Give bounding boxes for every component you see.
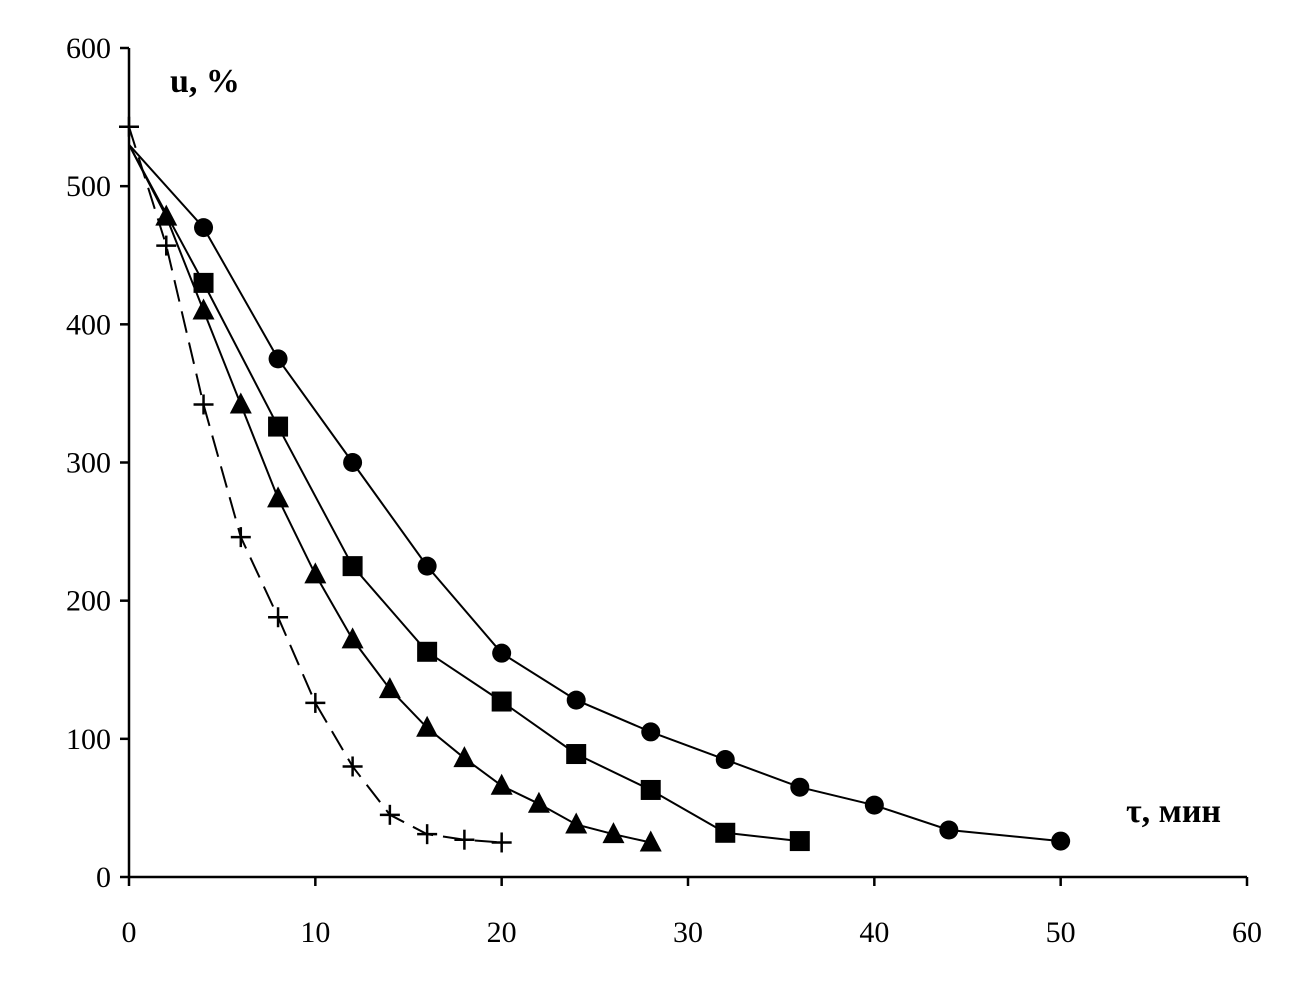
y-tick-label: 300 (66, 447, 111, 480)
x-tick-label: 0 (122, 916, 137, 949)
series-plus (119, 116, 512, 853)
series-line-circle (128, 144, 1061, 843)
data-point-plus (342, 756, 363, 777)
data-point-plus (119, 116, 139, 137)
x-tick-label: 30 (673, 916, 703, 949)
data-point-circle (492, 643, 512, 663)
series-line-plus (128, 126, 502, 844)
series-circle (128, 144, 1071, 851)
data-point-triangle (155, 204, 178, 226)
x-tick-label: 60 (1232, 916, 1262, 949)
data-point-plus (230, 527, 251, 548)
data-point-square (268, 416, 289, 437)
data-point-plus (305, 692, 326, 713)
data-point-square (640, 779, 661, 800)
data-point-plus (417, 824, 438, 845)
x-axis-title: τ, мин (1126, 793, 1221, 830)
data-point-triangle (565, 812, 588, 834)
data-point-triangle (453, 746, 476, 768)
y-tick-label: 400 (66, 308, 111, 341)
data-point-square (342, 556, 363, 577)
data-point-circle (790, 777, 810, 797)
data-point-square (417, 641, 438, 662)
data-point-circle (715, 750, 735, 770)
data-point-triangle (267, 486, 290, 508)
data-point-triangle (304, 562, 327, 584)
data-point-triangle (378, 677, 401, 699)
x-tick-label: 10 (300, 916, 330, 949)
series-square (128, 144, 810, 852)
data-point-square (193, 272, 214, 293)
data-point-plus (193, 394, 214, 415)
data-point-triangle (229, 392, 252, 414)
data-point-square (715, 822, 736, 843)
data-point-plus (491, 832, 512, 853)
data-point-triangle (602, 822, 625, 844)
data-point-plus (268, 607, 289, 628)
x-tick-label: 20 (487, 916, 517, 949)
data-point-triangle (192, 298, 215, 320)
data-point-plus (454, 829, 475, 850)
series-layer (119, 116, 1071, 853)
series-line-square (128, 144, 800, 843)
x-tick-label: 50 (1046, 916, 1076, 949)
axis-titles: u, % τ, мин (170, 63, 1221, 830)
series-line-triangle (128, 144, 651, 844)
data-point-triangle (341, 627, 364, 649)
y-tick-label: 600 (66, 32, 111, 65)
data-point-circle (194, 218, 214, 238)
series-triangle (128, 144, 662, 852)
data-point-circle (864, 795, 884, 815)
y-tick-label: 200 (66, 585, 111, 618)
data-point-square (566, 744, 587, 765)
data-point-triangle (416, 715, 439, 737)
data-point-square (789, 831, 810, 852)
data-point-plus (156, 235, 177, 256)
data-point-plus (379, 804, 400, 825)
data-point-circle (343, 453, 363, 472)
data-point-circle (1051, 831, 1071, 851)
data-point-square (491, 691, 512, 712)
data-point-circle (268, 349, 288, 369)
y-axis-title: u, % (170, 63, 240, 100)
data-point-triangle (639, 830, 662, 852)
data-point-circle (641, 722, 661, 742)
data-point-triangle (490, 773, 513, 795)
y-tick-label: 100 (66, 723, 111, 756)
y-tick-label: 500 (66, 170, 111, 203)
x-tick-label: 40 (859, 916, 889, 949)
y-tick-label: 0 (96, 861, 111, 894)
data-point-circle (566, 690, 586, 710)
data-point-circle (939, 820, 959, 840)
data-point-triangle (527, 791, 550, 813)
data-point-circle (417, 556, 437, 576)
